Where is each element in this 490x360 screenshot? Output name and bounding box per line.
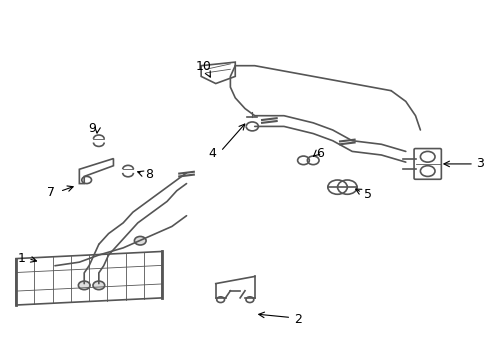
Text: 5: 5 xyxy=(365,188,372,201)
Circle shape xyxy=(134,237,146,245)
Text: 3: 3 xyxy=(476,157,484,170)
Circle shape xyxy=(78,281,90,290)
Text: 10: 10 xyxy=(196,60,212,73)
Circle shape xyxy=(93,281,105,290)
Text: 8: 8 xyxy=(145,168,153,181)
Text: 6: 6 xyxy=(316,147,323,160)
Text: 2: 2 xyxy=(294,313,302,326)
Text: 1: 1 xyxy=(18,252,26,265)
Text: 9: 9 xyxy=(89,122,97,135)
Text: 7: 7 xyxy=(47,186,55,199)
FancyBboxPatch shape xyxy=(414,149,441,179)
Text: 4: 4 xyxy=(208,147,216,160)
